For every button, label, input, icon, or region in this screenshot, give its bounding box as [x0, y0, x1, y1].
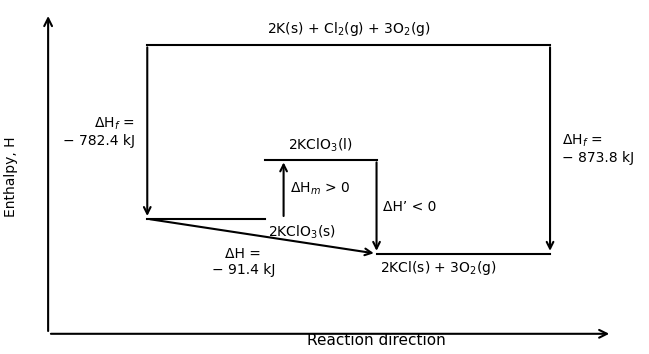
Text: ΔH’ < 0: ΔH’ < 0: [383, 200, 436, 213]
Text: 2KCl(s) + 3O$_2$(g): 2KCl(s) + 3O$_2$(g): [380, 259, 496, 277]
Text: ΔH$_f$ =
− 873.8 kJ: ΔH$_f$ = − 873.8 kJ: [563, 133, 635, 165]
Text: Reaction direction: Reaction direction: [307, 333, 446, 348]
Text: ΔH =
− 91.4 kJ: ΔH = − 91.4 kJ: [212, 247, 275, 277]
Text: ΔH$_f$ =
− 782.4 kJ: ΔH$_f$ = − 782.4 kJ: [63, 115, 135, 148]
Text: 2K(s) + Cl$_2$(g) + 3O$_2$(g): 2K(s) + Cl$_2$(g) + 3O$_2$(g): [267, 19, 430, 38]
Text: 2KClO$_3$(l): 2KClO$_3$(l): [289, 137, 353, 154]
Text: 2KClO$_3$(s): 2KClO$_3$(s): [268, 224, 336, 241]
Text: Enthalpy, H: Enthalpy, H: [4, 137, 18, 217]
Text: ΔH$_m$ > 0: ΔH$_m$ > 0: [290, 181, 350, 198]
